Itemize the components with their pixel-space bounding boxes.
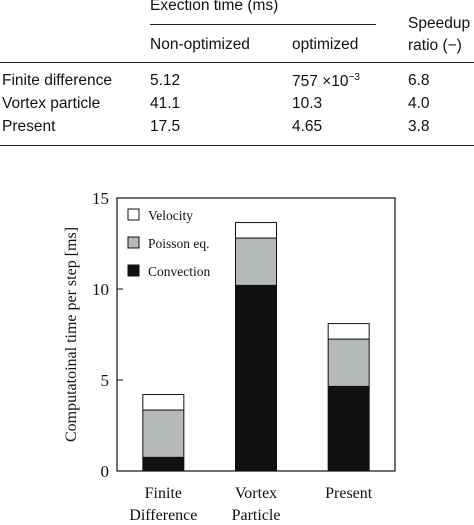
y-axis-label: Computatoinal time per step [ms] xyxy=(63,227,80,442)
row-speedup-finite: 6.8 xyxy=(408,72,430,89)
group-header: Exection time (ms) xyxy=(150,0,279,14)
x-tick-label: Particle xyxy=(232,507,281,524)
y-tick-label: 15 xyxy=(92,189,109,208)
legend-swatch xyxy=(127,264,140,277)
bar-segment xyxy=(142,394,185,411)
legend-swatch xyxy=(127,208,140,221)
bar-segment xyxy=(235,222,277,239)
row-opt-present: 4.65 xyxy=(292,118,323,135)
opt-times: ×10 xyxy=(322,73,349,91)
speedup-header-line2: ratio (−) xyxy=(408,37,462,54)
chart-svg: 0 5 10 15 Computatoinal time per step [ms] Fi… xyxy=(63,189,396,524)
col-header-nonopt: Non-optimized xyxy=(150,36,250,53)
row-nonopt-finite: 5.12 xyxy=(150,72,181,89)
y-tick-label: 5 xyxy=(101,371,110,390)
x-tick-label: Finite xyxy=(145,485,182,502)
row-speedup-vortex: 4.0 xyxy=(408,95,430,112)
y-tick-label: 0 xyxy=(101,462,110,481)
row-nonopt-vortex: 41.1 xyxy=(150,95,181,112)
bar-segment xyxy=(327,338,370,387)
legend-label: Convection xyxy=(148,264,210,279)
bar-segment xyxy=(142,456,185,472)
bar-segment xyxy=(327,385,370,472)
x-tick-label: Present xyxy=(325,485,373,502)
bar-segment xyxy=(142,409,185,458)
x-tick-label: Vortex xyxy=(235,485,277,502)
row-method-present: Present xyxy=(2,118,56,135)
header-rule xyxy=(0,62,474,63)
opt-mantissa: 757 xyxy=(292,73,318,91)
bar-segment xyxy=(327,323,370,340)
row-opt-finite: 757 ×10−3 xyxy=(292,72,360,91)
legend-label: Poisson eq. xyxy=(148,236,210,251)
row-method-finite: Finite difference xyxy=(2,72,112,89)
col-header-opt: optimized xyxy=(292,36,359,53)
group-header-rule xyxy=(150,24,376,25)
row-nonopt-present: 17.5 xyxy=(150,118,181,135)
bottom-rule xyxy=(0,145,474,146)
row-opt-vortex: 10.3 xyxy=(292,95,323,112)
stacked-bar-chart: 0 5 10 15 Computatoinal time per step [ms] Fi… xyxy=(0,180,474,525)
bar-segment xyxy=(235,284,277,472)
legend-label: Velocity xyxy=(148,208,193,223)
timing-table: Exection time (ms) Speedup ratio (−) Non… xyxy=(0,0,474,150)
row-speedup-present: 3.8 xyxy=(408,118,430,135)
y-tick-label: 10 xyxy=(92,280,109,299)
row-method-vortex: Vortex particle xyxy=(2,95,101,112)
speedup-header-line1: Speedup xyxy=(408,15,471,32)
opt-exponent: −3 xyxy=(348,72,360,83)
legend-swatch xyxy=(127,236,140,249)
x-tick-label: Difference xyxy=(129,507,197,524)
bar-segment xyxy=(235,237,277,286)
